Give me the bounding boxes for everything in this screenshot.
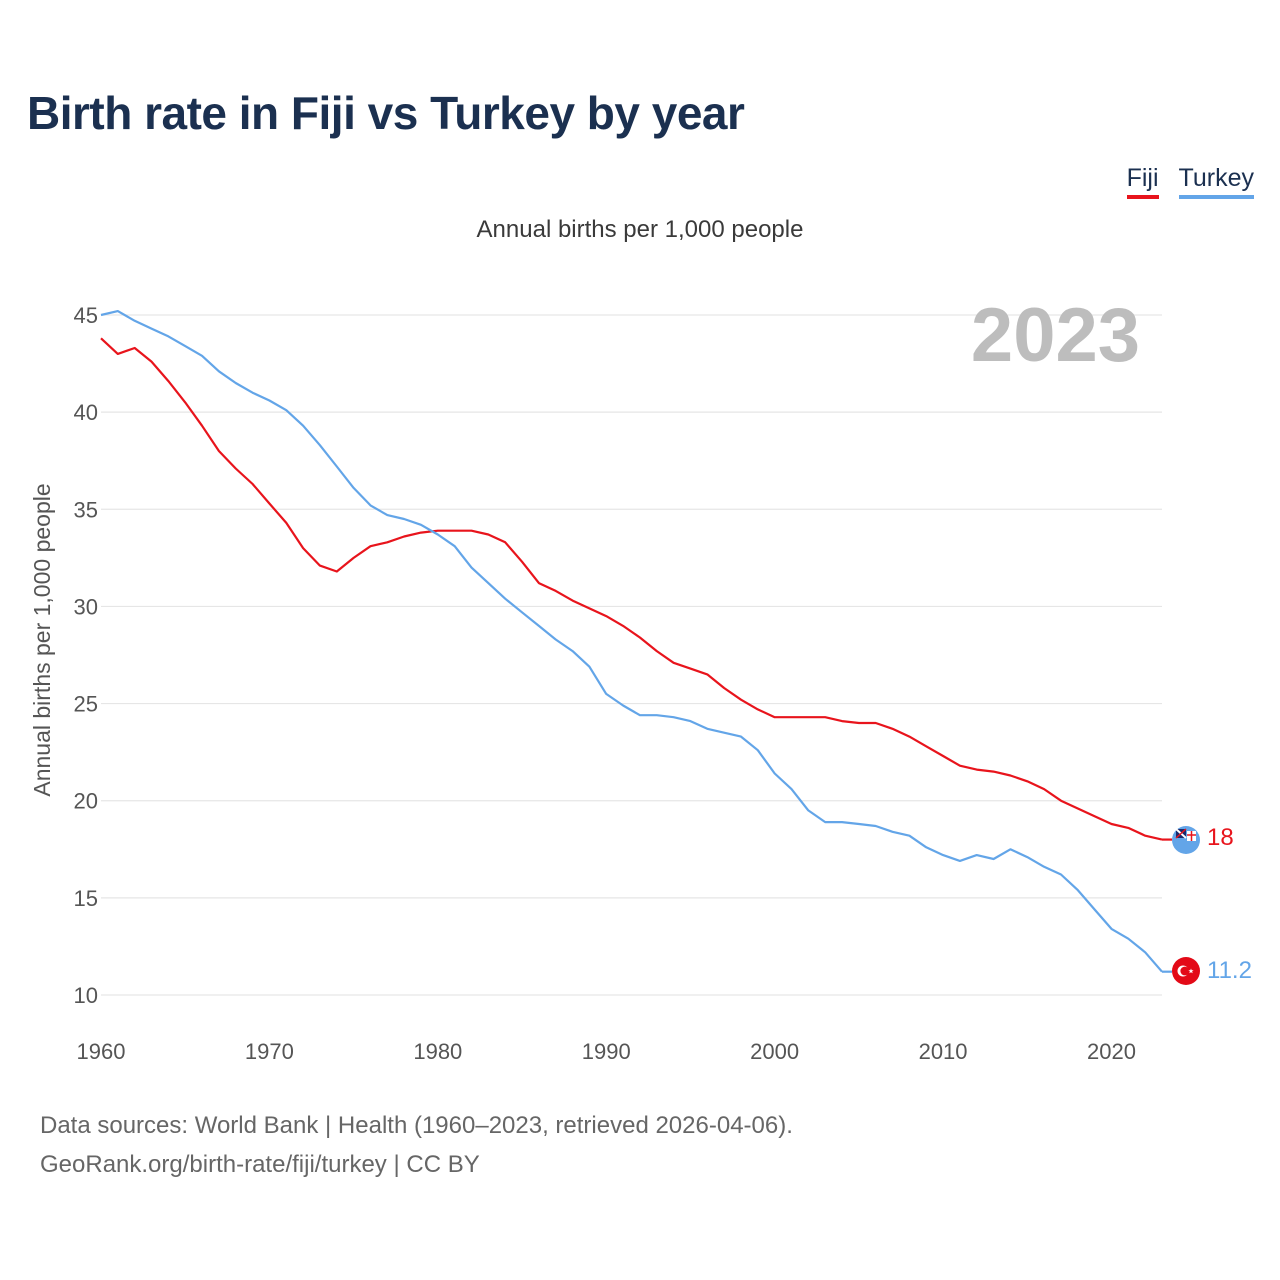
y-tick-label: 15 <box>74 886 98 911</box>
source-line-2[interactable]: GeoRank.org/birth-rate/fiji/turkey | CC … <box>40 1151 480 1178</box>
x-tick-label: 1970 <box>245 1039 294 1064</box>
y-tick-label: 45 <box>74 303 98 328</box>
y-tick-label: 30 <box>74 594 98 619</box>
legend: Fiji Turkey <box>1126 164 1254 199</box>
series-end-markers <box>1172 826 1200 985</box>
x-tick-label: 1960 <box>77 1039 126 1064</box>
x-axis-ticks: 1960 1970 1980 1990 2000 2010 2020 <box>77 1039 1136 1064</box>
y-tick-label: 40 <box>74 400 98 425</box>
x-tick-label: 2000 <box>750 1039 799 1064</box>
fiji-end-label: 18 <box>1207 824 1234 851</box>
legend-item-fiji[interactable]: Fiji <box>1126 164 1159 199</box>
y-axis-ticks: 10 15 20 25 30 35 40 45 <box>74 303 98 1008</box>
y-tick-label: 25 <box>74 692 98 717</box>
source-line-1: Data sources: World Bank | Health (1960–… <box>40 1112 793 1139</box>
y-tick-label: 35 <box>74 497 98 522</box>
legend-item-turkey[interactable]: Turkey <box>1178 164 1254 199</box>
source-note: Data sources: World Bank | Health (1960–… <box>40 1106 793 1184</box>
chart-subtitle: Annual births per 1,000 people <box>476 216 804 243</box>
gridlines <box>101 314 1162 996</box>
year-badge: 2023 <box>971 293 1140 378</box>
y-axis-label: Annual births per 1,000 people <box>29 483 55 796</box>
series-lines <box>100 310 1172 973</box>
fiji-flag-icon <box>1172 826 1200 854</box>
x-tick-label: 2020 <box>1087 1039 1136 1064</box>
series-line-fiji[interactable] <box>100 337 1163 841</box>
turkey-flag-icon <box>1172 957 1200 985</box>
turkey-end-label: 11.2 <box>1207 957 1252 984</box>
x-tick-label: 1990 <box>582 1039 631 1064</box>
y-tick-label: 10 <box>74 983 98 1008</box>
x-tick-label: 1980 <box>413 1039 462 1064</box>
series-line-turkey[interactable] <box>100 310 1163 973</box>
x-tick-label: 2010 <box>919 1039 968 1064</box>
chart-title: Birth rate in Fiji vs Turkey by year <box>27 87 745 139</box>
y-tick-label: 20 <box>74 789 98 814</box>
line-chart: 10 15 20 25 30 35 40 45 1960 1970 1980 1990 2000 201… <box>29 293 1252 1064</box>
